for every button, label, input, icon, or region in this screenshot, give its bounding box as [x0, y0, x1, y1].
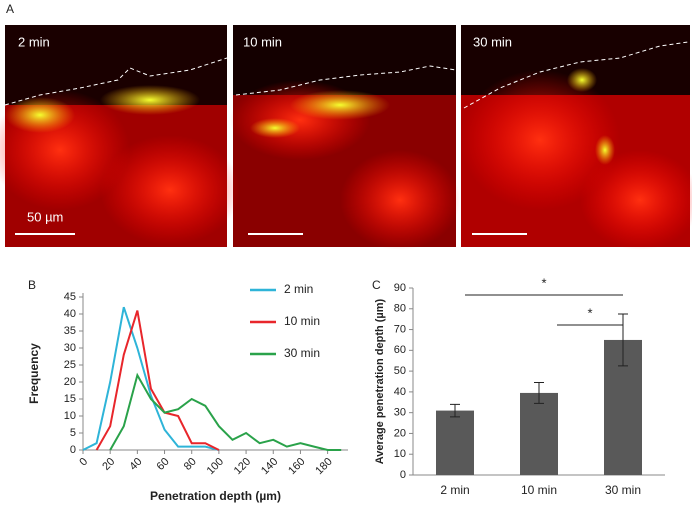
- y-tick-label: 80: [394, 303, 406, 315]
- panel-label: C: [372, 278, 381, 292]
- x-tick-label: 160: [286, 456, 307, 477]
- panel-label: A: [6, 2, 14, 16]
- legend-label: 2 min: [284, 282, 313, 296]
- bar: [436, 410, 474, 475]
- y-tick-label: 70: [394, 323, 406, 335]
- x-tick-label: 2 min: [440, 483, 469, 497]
- panel-label: B: [28, 278, 36, 292]
- x-tick-label: 30 min: [605, 483, 641, 497]
- legend-label: 10 min: [284, 314, 320, 328]
- y-tick-label: 5: [70, 427, 76, 439]
- y-tick-label: 0: [400, 469, 406, 481]
- error-bar: [534, 382, 544, 404]
- y-tick-label: 10: [64, 410, 76, 422]
- significance-mark: *: [587, 305, 592, 320]
- surface-line: [4, 57, 228, 106]
- y-tick-label: 90: [394, 282, 406, 294]
- y-tick-label: 40: [394, 386, 406, 398]
- y-tick-label: 10: [394, 448, 406, 460]
- signal: [5, 97, 75, 133]
- signal: [100, 85, 200, 115]
- x-tick-label: 10 min: [521, 483, 557, 497]
- y-tick-label: 20: [64, 376, 76, 388]
- x-tick-label: 100: [205, 456, 226, 477]
- y-tick-label: 50: [394, 365, 406, 377]
- y-tick-label: 15: [64, 393, 76, 405]
- y-tick-label: 0: [70, 444, 76, 456]
- x-tick-label: 20: [100, 456, 117, 473]
- y-tick-label: 20: [394, 427, 406, 439]
- x-tick-label: 60: [155, 456, 172, 473]
- x-axis-title: Penetration depth (µm): [150, 489, 281, 503]
- y-axis-title: Average penetration depth (µm): [374, 298, 386, 464]
- image-label: 10 min: [243, 34, 282, 49]
- error-bar: [450, 403, 460, 418]
- tissue: [460, 70, 620, 210]
- bar: [520, 392, 558, 475]
- tissue: [580, 150, 692, 250]
- y-tick-label: 45: [64, 291, 76, 303]
- y-tick-label: 30: [394, 407, 406, 419]
- y-tick-label: 40: [64, 308, 76, 320]
- y-tick-label: 25: [64, 359, 76, 371]
- signal: [250, 118, 300, 138]
- x-tick-label: 120: [232, 456, 253, 477]
- y-tick-label: 60: [394, 344, 406, 356]
- x-tick-label: 80: [182, 456, 199, 473]
- series-line: [82, 306, 220, 451]
- x-tick-label: 0: [77, 456, 90, 469]
- y-tick-label: 30: [64, 342, 76, 354]
- tissue: [100, 135, 240, 245]
- image-label: 30 min: [473, 34, 512, 49]
- x-tick-label: 180: [313, 456, 334, 477]
- signal: [567, 68, 597, 92]
- y-axis-title: Frequency: [27, 343, 41, 404]
- background: [233, 25, 456, 95]
- significance-mark: *: [541, 275, 546, 290]
- y-tick-label: 35: [64, 325, 76, 337]
- tissue: [340, 150, 460, 250]
- signal: [595, 135, 615, 165]
- legend-label: 30 min: [284, 346, 320, 360]
- image-label: 2 min: [18, 34, 50, 49]
- error-bar: [618, 313, 628, 367]
- scale-label: 50 µm: [27, 209, 63, 224]
- x-tick-label: 140: [259, 456, 280, 477]
- signal: [290, 90, 390, 120]
- series-line: [95, 310, 220, 451]
- x-tick-label: 40: [127, 456, 144, 473]
- micrographs: 50 µm 2 min 10 min 30 min: [0, 25, 692, 250]
- surface-line: [235, 65, 457, 96]
- series-line: [109, 372, 342, 451]
